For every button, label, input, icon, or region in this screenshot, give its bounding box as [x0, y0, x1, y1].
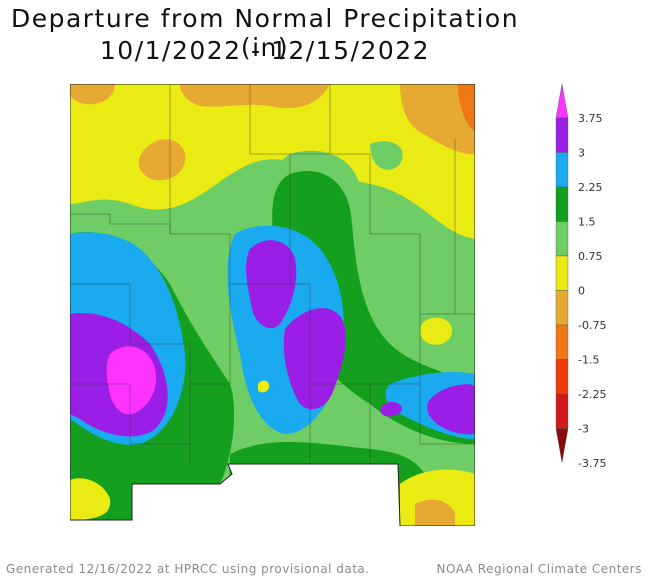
- legend-swatch: [555, 359, 569, 395]
- legend-swatch: [555, 290, 569, 326]
- legend-label: 2.25: [578, 181, 603, 194]
- map-title: Departure from Normal Precipitation (in): [10, 4, 520, 62]
- legend-label: 3.75: [578, 112, 603, 125]
- legend-label: -1.5: [578, 354, 599, 367]
- legend-label: 0: [578, 285, 585, 298]
- source-credit: NOAA Regional Climate Centers: [436, 562, 642, 576]
- legend-swatch: [555, 393, 569, 429]
- map-date-range: 10/1/2022 - 12/15/2022: [99, 36, 431, 65]
- legend-label: -3: [578, 423, 589, 436]
- legend-label: 3: [578, 147, 585, 160]
- legend-label: 1.5: [578, 216, 596, 229]
- legend-swatch: [555, 152, 569, 188]
- legend-swatch: [555, 255, 569, 291]
- precipitation-departure-map: [70, 84, 475, 526]
- legend-label: 0.75: [578, 250, 603, 263]
- legend-swatch: [555, 186, 569, 222]
- legend-swatch: [555, 324, 569, 360]
- generated-note: Generated 12/16/2022 at HPRCC using prov…: [6, 562, 370, 576]
- legend-label: -3.75: [578, 457, 606, 470]
- legend-label: -0.75: [578, 319, 606, 332]
- legend-swatch: [555, 221, 569, 257]
- legend-swatch: [555, 117, 569, 153]
- legend-swatch: [555, 428, 569, 463]
- legend-label: -2.25: [578, 388, 606, 401]
- legend-swatch: [555, 83, 569, 119]
- legend: 3.75 3 2.25 1.5 0.75 0 -0.75 -1.5 -2.25 -3 -3.75: [555, 83, 606, 470]
